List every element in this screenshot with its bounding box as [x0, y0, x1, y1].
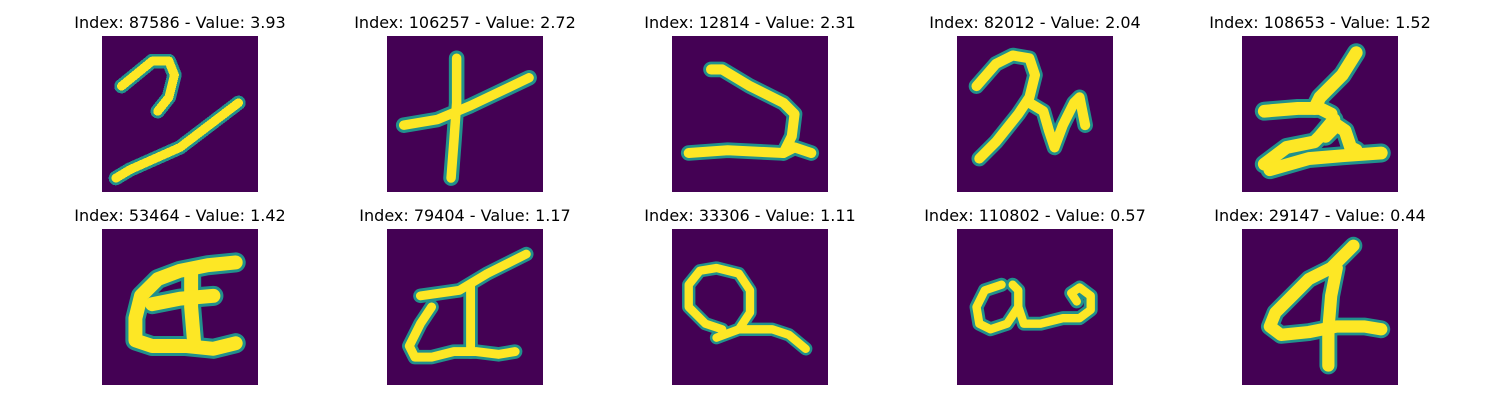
panel-image — [957, 36, 1113, 192]
panel-image — [387, 36, 543, 192]
panel-title: Index: 106257 - Value: 2.72 — [354, 13, 576, 32]
panel-image — [672, 36, 828, 192]
panel-6: Index: 53464 - Value: 1.42 — [60, 206, 300, 386]
panel-2: Index: 106257 - Value: 2.72 — [345, 13, 585, 193]
panel-title: Index: 29147 - Value: 0.44 — [1214, 206, 1426, 225]
panel-5: Index: 108653 - Value: 1.52 — [1200, 13, 1440, 193]
panel-3: Index: 12814 - Value: 2.31 — [630, 13, 870, 193]
panel-image — [387, 229, 543, 385]
panel-image — [102, 229, 258, 385]
panel-title: Index: 12814 - Value: 2.31 — [644, 13, 856, 32]
panel-8: Index: 33306 - Value: 1.11 — [630, 206, 870, 386]
panel-title: Index: 53464 - Value: 1.42 — [74, 206, 286, 225]
panel-10: Index: 29147 - Value: 0.44 — [1200, 206, 1440, 386]
panel-title: Index: 33306 - Value: 1.11 — [644, 206, 856, 225]
panel-9: Index: 110802 - Value: 0.57 — [915, 206, 1155, 386]
panel-4: Index: 82012 - Value: 2.04 — [915, 13, 1155, 193]
panel-title: Index: 110802 - Value: 0.57 — [924, 206, 1146, 225]
panel-title: Index: 82012 - Value: 2.04 — [929, 13, 1141, 32]
panel-title: Index: 79404 - Value: 1.17 — [359, 206, 571, 225]
panel-title: Index: 87586 - Value: 3.93 — [74, 13, 286, 32]
panel-7: Index: 79404 - Value: 1.17 — [345, 206, 585, 386]
panel-title: Index: 108653 - Value: 1.52 — [1209, 13, 1431, 32]
panel-image — [1242, 36, 1398, 192]
panel-image — [957, 229, 1113, 385]
panel-image — [672, 229, 828, 385]
panel-1: Index: 87586 - Value: 3.93 — [60, 13, 300, 193]
panel-image — [102, 36, 258, 192]
panel-image — [1242, 229, 1398, 385]
